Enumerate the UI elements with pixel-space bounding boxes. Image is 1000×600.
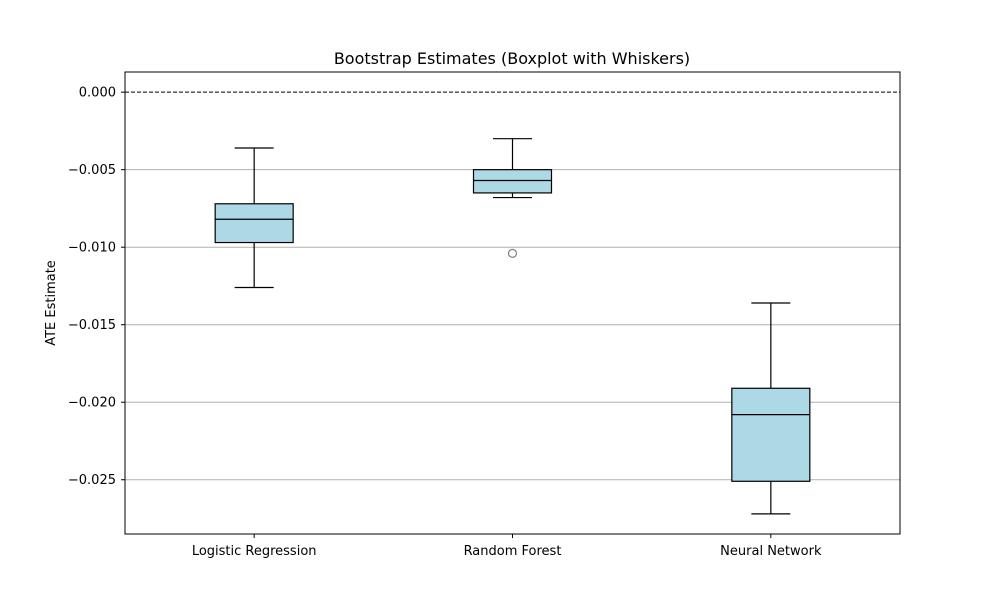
box-group — [214, 147, 294, 289]
x-tick-label: Neural Network — [720, 544, 822, 559]
iqr-box — [472, 169, 553, 194]
y-tick-label: −0.010 — [68, 241, 116, 256]
y-tick-label: −0.020 — [68, 396, 116, 411]
tick-layer: 0.000 −0.005 −0.010 −0.015 −0.020 −0.025 Logis… — [68, 86, 822, 559]
x-tick-label: Random Forest — [464, 544, 562, 559]
y-tick-label: 0.000 — [79, 86, 116, 101]
x-tick-label: Logistic Regression — [192, 544, 317, 559]
box-group — [472, 138, 553, 258]
outlier-point — [507, 248, 518, 258]
chart-title: Bootstrap Estimates (Boxplot with Whiske… — [334, 49, 690, 68]
y-tick-label: −0.005 — [68, 163, 116, 178]
iqr-box — [731, 387, 811, 482]
box-layer — [214, 138, 811, 515]
y-axis-label: ATE Estimate — [44, 260, 59, 346]
iqr-box — [214, 203, 294, 244]
box-group — [731, 302, 811, 515]
y-tick-label: −0.025 — [68, 473, 116, 488]
plot-area-frame — [124, 71, 901, 535]
y-tick-label: −0.015 — [68, 318, 116, 333]
